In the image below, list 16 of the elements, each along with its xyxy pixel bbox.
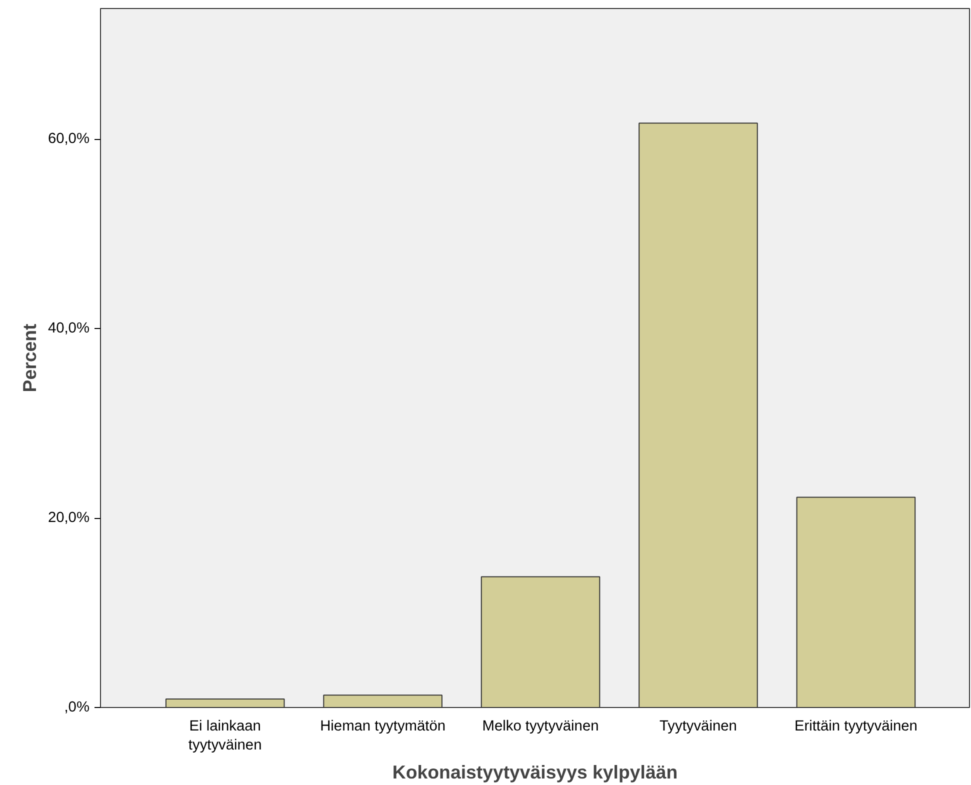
bar: [638, 122, 758, 708]
y-tick-label: ,0%: [64, 700, 90, 716]
y-tick-label: 20,0%: [48, 510, 90, 526]
y-tick-label: 60,0%: [48, 131, 90, 148]
bar: [480, 576, 600, 708]
x-tick-label: Hieman tyytymätön: [320, 718, 446, 734]
bar: [796, 496, 916, 708]
x-tick-label: Tyytyväinen: [660, 718, 737, 734]
x-axis-title: Kokonaistyytyväisyys kylpylään: [392, 762, 678, 783]
y-axis-title: Percent: [18, 324, 40, 392]
bar: [323, 694, 442, 708]
x-tick-label: Ei lainkaan tyytyväinen: [188, 718, 262, 754]
x-tick-label: Erittäin tyytyväinen: [794, 718, 918, 734]
bar: [165, 698, 285, 708]
x-tick-label: Melko tyytyväinen: [482, 718, 599, 734]
y-tick-label: 40,0%: [48, 320, 90, 337]
